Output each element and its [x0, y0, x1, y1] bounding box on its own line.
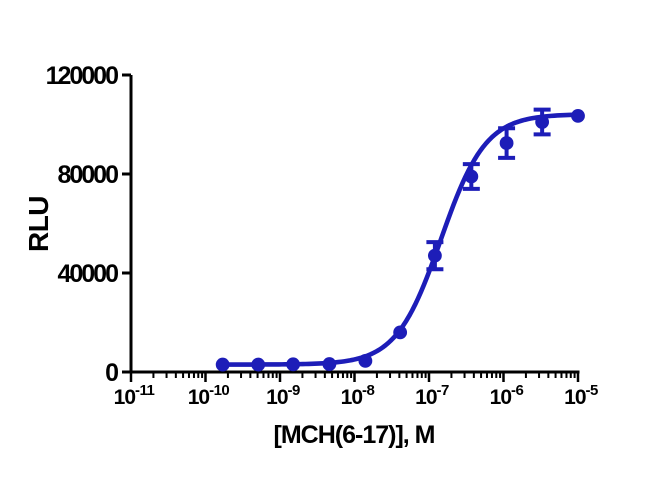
data-point-marker [571, 108, 585, 123]
x-tick-label: 10-5 [564, 382, 598, 409]
data-point-marker [358, 353, 373, 368]
y-tick-label: 80000 [57, 161, 118, 189]
x-tick-label: 10-6 [490, 382, 524, 409]
x-tick-label: 10-9 [266, 382, 300, 409]
x-tick-label: 10-7 [415, 382, 449, 409]
y-axis-title: RLU [23, 196, 54, 252]
plot-area: 0 40000 80000 120000 10-11 10-10 10-9 10-8 10-7 1… [46, 62, 599, 409]
y-tick-label: 40000 [57, 260, 118, 288]
data-point-marker [215, 357, 230, 372]
x-axis-title: [MCH(6-17)], M [274, 421, 435, 449]
x-tick-label: 10-8 [341, 382, 375, 409]
data-point-marker [499, 136, 514, 150]
x-tick-label: 10-10 [188, 382, 230, 409]
data-point-marker [251, 357, 266, 372]
x-tick-label: 10-11 [114, 382, 155, 409]
data-point-marker [286, 357, 301, 372]
y-tick-label: 0 [105, 359, 118, 387]
data-point-marker [464, 169, 479, 184]
data-point-marker [322, 357, 337, 371]
y-tick-label: 120000 [46, 62, 119, 90]
data-point-marker [427, 248, 442, 263]
data-point-marker [535, 115, 550, 129]
data-point-marker [393, 325, 408, 340]
